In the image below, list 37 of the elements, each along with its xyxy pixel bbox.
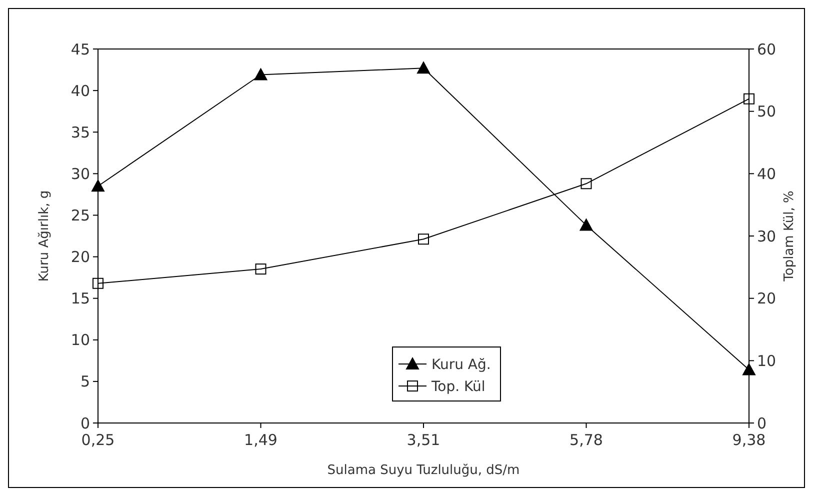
point — [580, 178, 592, 190]
y-tick-label: 35 — [70, 123, 90, 142]
y-tick-label: 20 — [70, 248, 90, 266]
y2-axis-title: Toplam Kül, % — [782, 190, 797, 282]
y2-tick-label: 20 — [757, 290, 776, 308]
y-tick-label: 45 — [70, 40, 90, 58]
y2-tick-label: 10 — [757, 352, 776, 370]
point — [92, 278, 104, 289]
legend-label: Kuru Ağ. — [432, 356, 491, 373]
y-tick-label: 5 — [80, 372, 90, 391]
x-tick-label: 1,49 — [244, 431, 278, 449]
point — [417, 62, 430, 74]
point — [580, 218, 593, 231]
y-tick-label: 40 — [70, 82, 90, 100]
y2-tick-label: 50 — [757, 102, 776, 121]
point — [255, 264, 266, 275]
point — [742, 363, 756, 376]
x-tick-label: 5,78 — [570, 431, 603, 449]
point — [92, 180, 104, 192]
x-tick-label: 9,38 — [732, 431, 766, 449]
y-tick-label: 30 — [70, 164, 90, 183]
point — [744, 93, 754, 104]
y2-tick-label: 40 — [757, 164, 776, 183]
x-tick-label: 3,51 — [406, 431, 440, 449]
y2-tick-label: 0 — [757, 414, 767, 432]
x-axis-title: Sulama Suyu Tuzluluğu, dS/m — [327, 463, 520, 478]
point — [418, 234, 429, 245]
y-axis-title: Kuru Ağırlık, g — [37, 190, 52, 282]
y2-tick-label: 60 — [757, 40, 776, 58]
point — [254, 68, 268, 80]
x-tick-label: 0,25 — [81, 431, 115, 449]
y-tick-label: 15 — [70, 290, 90, 308]
y-tick-label: 10 — [70, 331, 90, 350]
y-tick-label: 0 — [80, 414, 90, 432]
y-tick-label: 25 — [70, 206, 90, 224]
y2-tick-label: 30 — [757, 227, 776, 246]
legend-label: Top. Kül — [430, 378, 486, 395]
